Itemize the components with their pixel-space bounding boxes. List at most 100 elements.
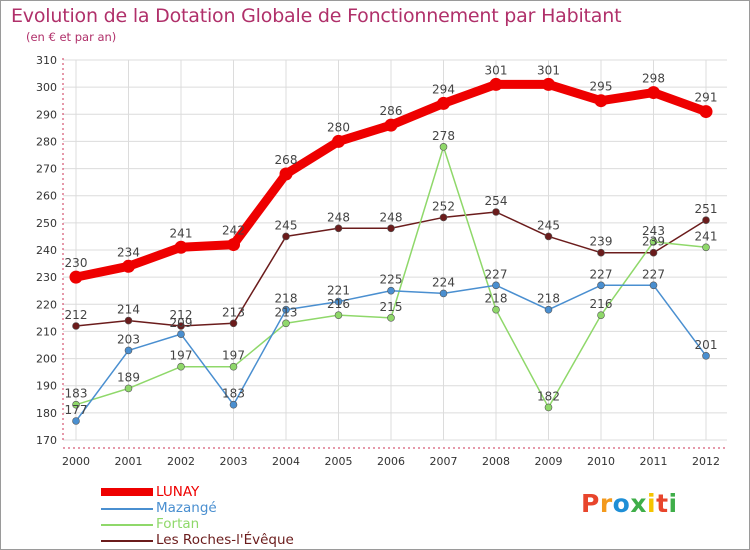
y-tick-label-280: 280 [36,135,57,148]
y-tick-label-260: 260 [36,190,57,203]
point-les-roches-l-eveque-2009 [544,232,553,241]
chart-title: Evolution de la Dotation Globale de Fonc… [11,5,622,27]
logo-letter: i [668,489,678,518]
x-tick-label-2000: 2000 [62,455,90,468]
point-mazange-2003 [229,400,238,409]
data-label-les-roches-l-eveque-2002: 212 [170,308,193,322]
point-fortan-2001 [124,384,133,393]
point-fortan-2008 [492,305,500,314]
point-mazange-2005 [334,297,343,306]
x-tick-label-2002: 2002 [167,455,195,468]
data-label-lunay-2006: 286 [380,104,403,118]
data-label-fortan-2011: 243 [642,224,665,238]
legend-label-mazange: Mazangé [156,500,217,516]
point-mazange-2012 [702,352,710,360]
point-fortan-2005 [334,311,343,319]
data-label-mazange-2007: 224 [432,275,455,289]
x-tick-label-2003: 2003 [220,455,248,468]
point-lunay-2010 [594,94,608,108]
x-tick-label-2008: 2008 [482,455,510,468]
logo-letter: r [599,489,613,518]
data-label-lunay-2010: 295 [590,80,613,94]
data-label-lunay-2009: 301 [537,63,560,77]
data-label-les-roches-l-eveque-2006: 248 [380,210,403,224]
point-mazange-2006 [387,286,395,295]
legend-swatch-mazange [101,508,153,510]
data-label-lunay-2002: 241 [170,226,193,240]
legend-swatch-lunay [101,488,153,496]
logo-letter: o [612,489,631,518]
label-layer: 212 214 212 213 245 248 248 252 254 245 239 239 251 1… [65,63,718,417]
data-label-mazange-2004: 218 [275,292,298,306]
data-label-mazange-2011: 227 [642,267,665,281]
point-mazange-2000 [72,417,80,425]
data-label-fortan-2004: 213 [275,305,298,319]
point-lunay-2012 [699,105,713,119]
point-les-roches-l-eveque-2005 [334,224,343,233]
point-fortan-2010 [597,311,605,319]
y-tick-label-170: 170 [36,434,57,447]
point-les-roches-l-eveque-2007 [439,213,448,222]
point-lunay-2003 [227,238,240,252]
legend-label-lunay: LUNAY [156,484,200,500]
y-tick-label-290: 290 [36,108,57,121]
point-mazange-2011 [649,281,658,290]
y-tick-label-250: 250 [36,217,57,230]
point-lunay-2006 [384,118,398,132]
data-label-les-roches-l-eveque-2012: 251 [695,202,718,216]
data-label-les-roches-l-eveque-2003: 213 [222,305,245,319]
point-lunay-2004 [279,167,293,181]
point-fortan-2012 [702,243,710,252]
y-tick-label-180: 180 [36,407,57,420]
data-label-fortan-2002: 197 [170,349,193,363]
y-tick-label-220: 220 [36,298,57,311]
data-label-lunay-2000: 230 [65,256,88,270]
data-label-lunay-2008: 301 [485,63,508,77]
x-tick-label-2006: 2006 [377,455,405,468]
point-lunay-2009 [542,77,555,91]
point-les-roches-l-eveque-2004 [282,232,290,241]
x-tick-label-2004: 2004 [272,455,300,468]
point-lunay-2000 [69,270,83,284]
point-les-roches-l-eveque-2006 [387,224,395,233]
x-tick-label-2009: 2009 [535,455,563,468]
data-label-lunay-2001: 234 [117,245,140,259]
y-tick-label-310: 310 [36,54,57,67]
point-lunay-2011 [647,86,660,100]
axis-layer: 170 180 190 200 210 220 230 240 250 260 270 280 290 3… [36,54,727,468]
chart-subtitle: (en € et par an) [26,30,117,44]
data-label-lunay-2004: 268 [275,153,298,167]
data-label-fortan-2008: 218 [485,292,508,306]
logo-letter: i [647,489,657,518]
y-tick-label-270: 270 [36,163,57,176]
x-tick-label-2001: 2001 [115,455,143,468]
data-label-lunay-2012: 291 [695,91,718,105]
legend-swatch-fortan [101,524,153,526]
point-mazange-2007 [439,289,448,298]
data-label-fortan-2012: 241 [695,229,718,243]
data-label-fortan-2010: 216 [590,297,613,311]
data-label-lunay-2007: 294 [432,82,455,96]
point-fortan-2004 [282,319,290,328]
y-tick-label-240: 240 [36,244,57,257]
data-label-lunay-2003: 242 [222,224,245,238]
data-label-fortan-2007: 278 [432,129,455,143]
data-label-les-roches-l-eveque-2009: 245 [537,218,560,232]
y-tick-label-300: 300 [36,81,57,94]
x-tick-label-2005: 2005 [325,455,353,468]
point-les-roches-l-eveque-2002 [177,322,185,330]
data-label-mazange-2009: 218 [537,292,560,306]
point-fortan-2009 [544,403,553,412]
data-label-les-roches-l-eveque-2000: 212 [65,308,88,322]
point-lunay-2007 [437,96,450,110]
point-les-roches-l-eveque-2001 [124,316,133,325]
data-label-mazange-2010: 227 [590,267,613,281]
data-label-fortan-2003: 197 [222,349,245,363]
point-mazange-2009 [544,305,553,314]
y-tick-label-210: 210 [36,325,57,338]
point-fortan-2007 [439,143,448,151]
data-label-lunay-2011: 298 [642,72,665,86]
point-fortan-2003 [229,362,238,371]
point-mazange-2001 [124,346,133,355]
